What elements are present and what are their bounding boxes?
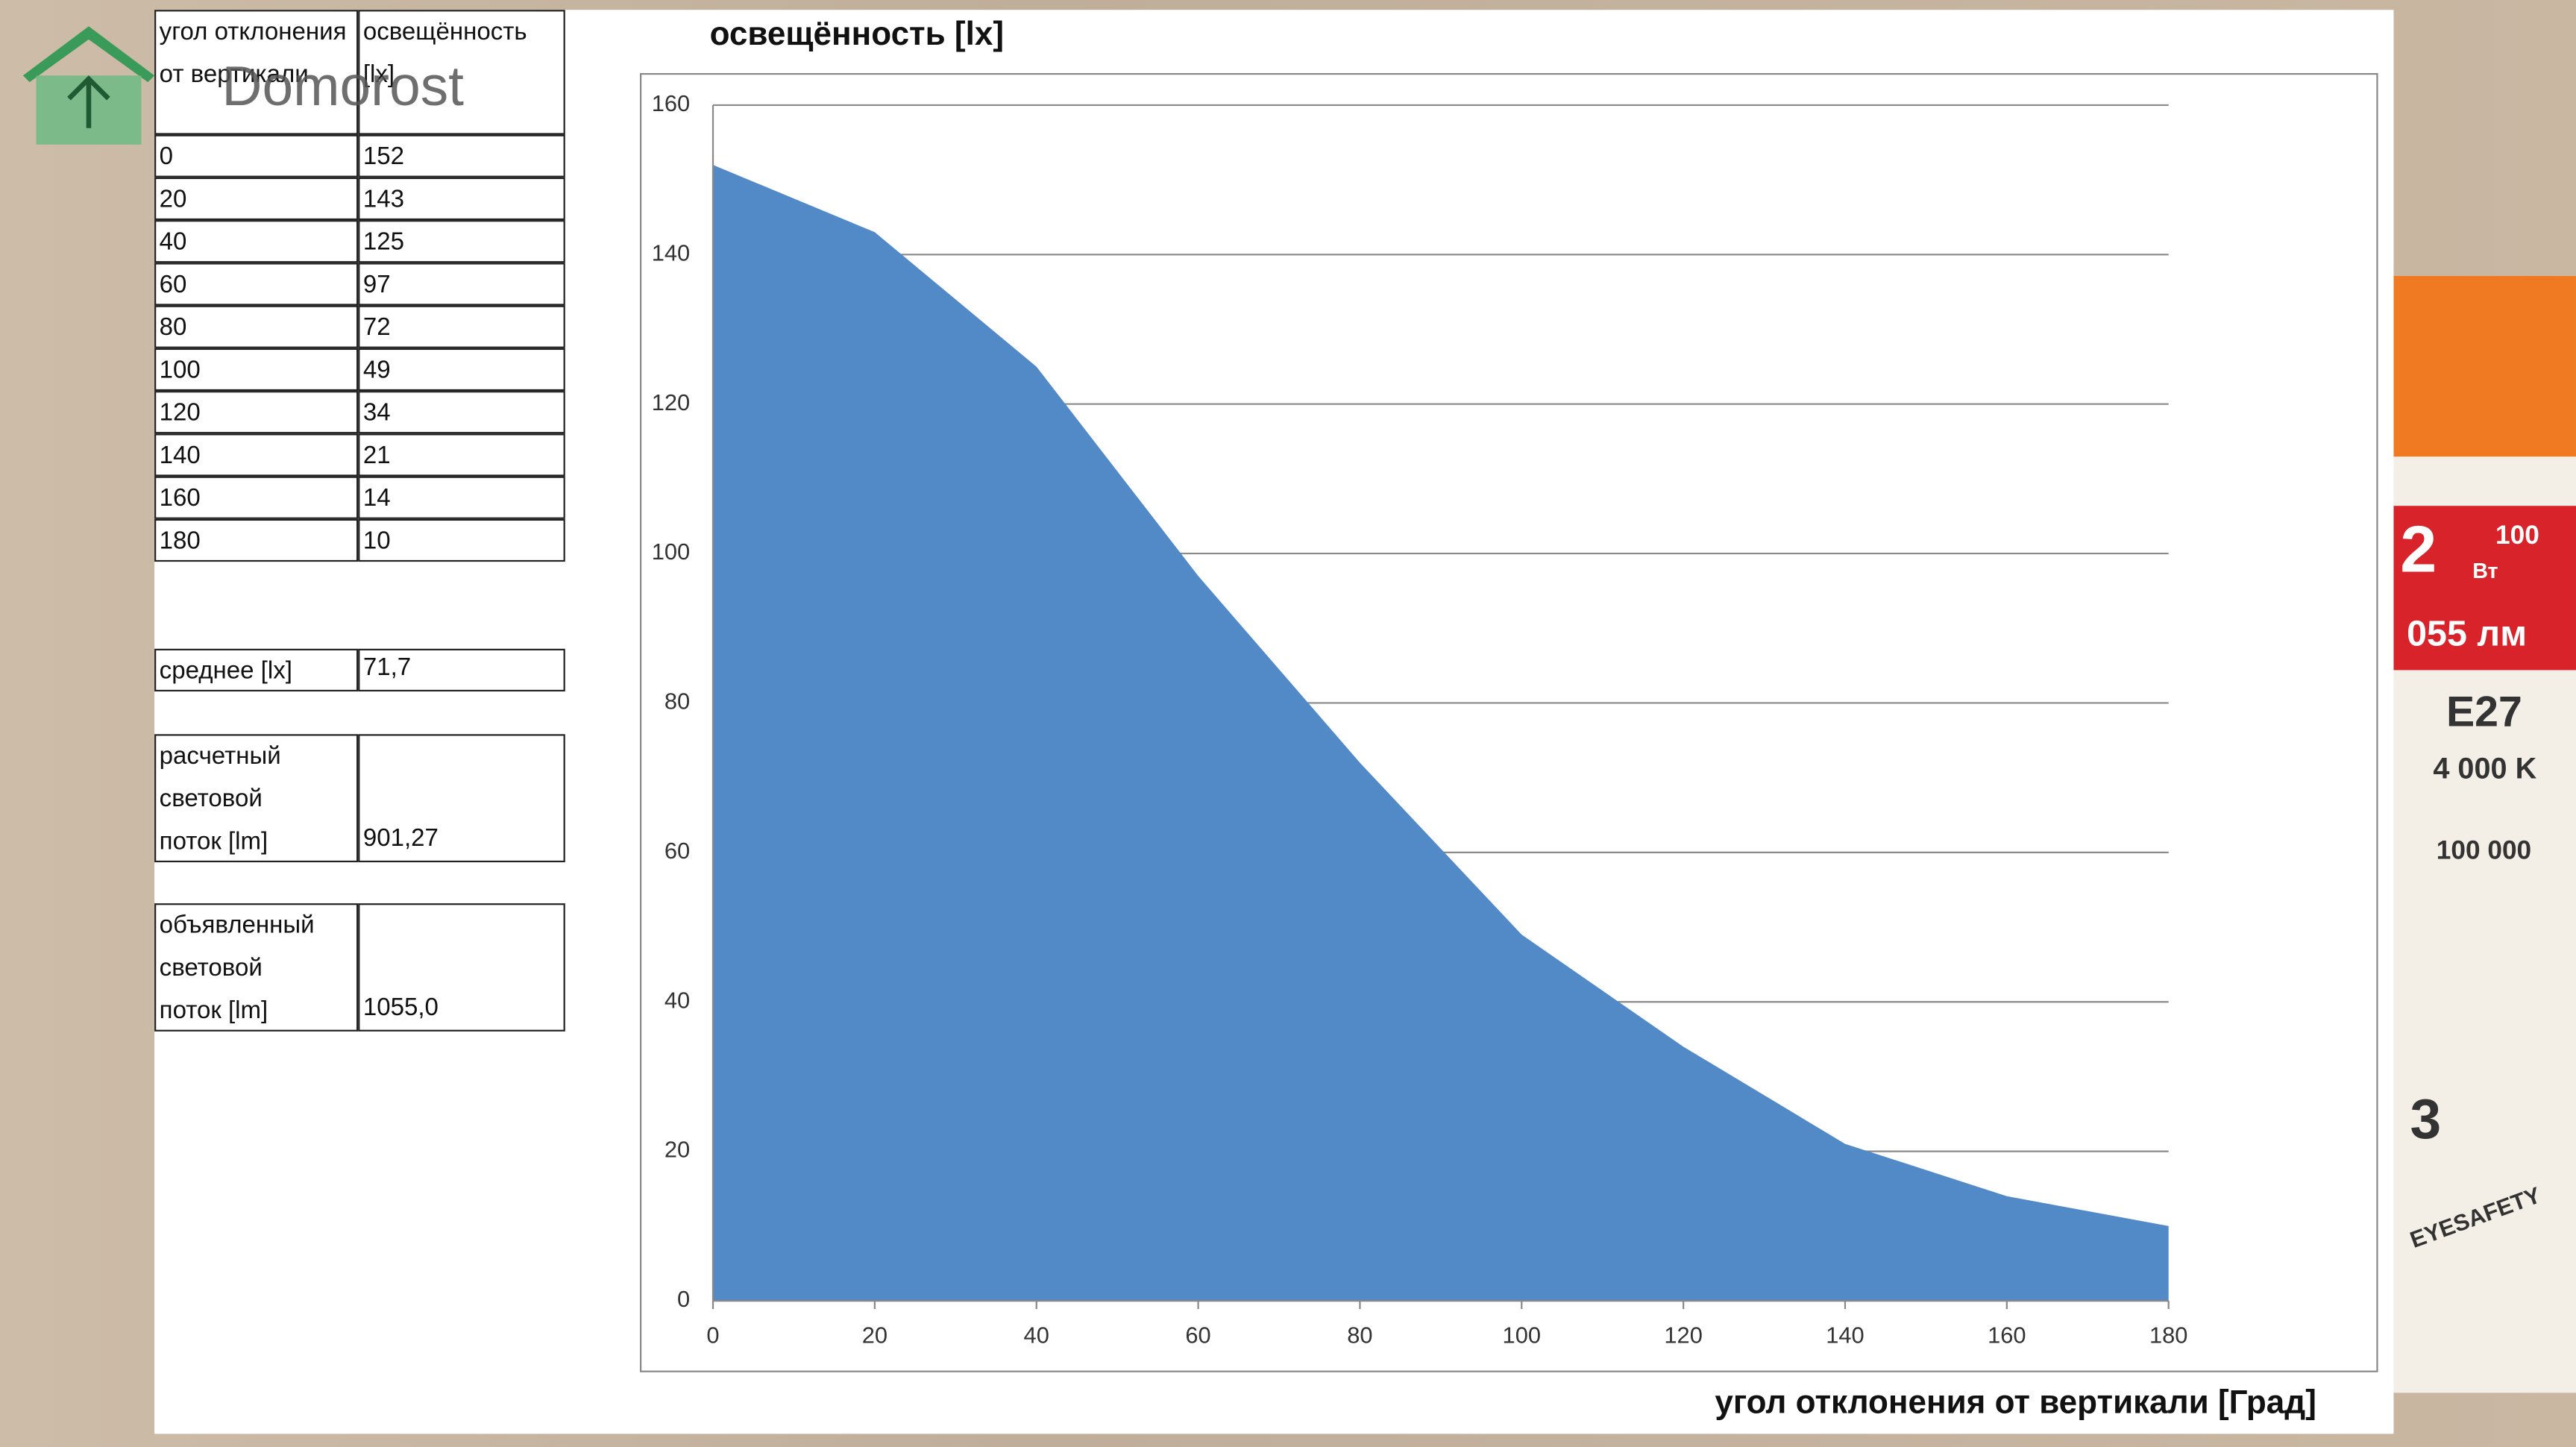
x-tick-label: 80 (1347, 1322, 1372, 1349)
table-cell: 160 (154, 476, 359, 519)
table-cell: 14 (358, 476, 565, 519)
y-tick-label: 40 (665, 987, 690, 1013)
x-tick-label: 160 (1988, 1322, 2026, 1349)
packaging-text: 055 лм (2407, 612, 2528, 654)
y-tick-label: 100 (652, 539, 690, 565)
box-red (2393, 506, 2576, 671)
table-cell: 21 (358, 433, 565, 477)
table-cell: 10 (358, 518, 565, 562)
table-cell: 60 (154, 263, 359, 306)
table-cell: 20 (154, 177, 359, 221)
header-cell: угол отклонения от вертикали (154, 10, 359, 135)
x-tick-label: 0 (706, 1322, 719, 1349)
box-stripe (2393, 275, 2576, 457)
summary-value: 1055,0 (358, 903, 565, 1032)
packaging-text: Вт (2472, 558, 2498, 583)
table-cell: 49 (358, 348, 565, 392)
table-cell: 0 (154, 134, 359, 178)
summary-value: 71,7 (358, 648, 565, 692)
summary-label: среднее [lx] (154, 648, 359, 692)
x-tick-label: 60 (1185, 1322, 1210, 1349)
summary-label: объявленный световой поток [lm] (154, 903, 359, 1032)
table-cell: 34 (358, 391, 565, 434)
chart-title: освещённость [lx] (710, 16, 1004, 52)
x-tick-label: 20 (862, 1322, 888, 1349)
table-cell: 80 (154, 305, 359, 348)
summary-label: расчетный световой поток [lm] (154, 734, 359, 863)
table-cell: 72 (358, 305, 565, 348)
table-cell: 140 (154, 433, 359, 477)
x-tick-label: 120 (1664, 1322, 1702, 1349)
table-cell: 143 (358, 177, 565, 221)
x-tick-label: 40 (1024, 1322, 1049, 1349)
area (713, 165, 2169, 1301)
packaging-text: E27 (2445, 686, 2522, 736)
table-cell: 125 (358, 220, 565, 263)
y-tick-label: 60 (665, 838, 690, 864)
table-cell: 40 (154, 220, 359, 263)
table-cell: 120 (154, 391, 359, 434)
y-tick-label: 0 (677, 1286, 690, 1312)
summary-value: 901,27 (358, 734, 565, 863)
packaging: 2 Вт 100 055 лм E27 4 000 K 100 000 3 EYESAFETY (2393, 275, 2576, 1393)
watermark: Domorost (222, 54, 464, 117)
y-tick-label: 160 (652, 90, 690, 116)
x-tick-label: 140 (1826, 1322, 1864, 1349)
x-axis-label: угол отклонения от вертикали [Град] (1715, 1384, 2316, 1420)
table-cell: 100 (154, 348, 359, 392)
x-tick-label: 100 (1503, 1322, 1541, 1349)
logo (22, 26, 155, 145)
y-tick-label: 120 (652, 389, 690, 415)
packaging-text: 100 (2495, 522, 2539, 550)
packaging-text: 100 000 (2436, 838, 2532, 866)
table-cell: 152 (358, 134, 565, 178)
header-cell: освещённость [lx] (358, 10, 565, 135)
y-tick-label: 80 (665, 688, 690, 715)
packaging-text: 3 (2410, 1088, 2442, 1152)
table-cell: 97 (358, 263, 565, 306)
packaging-text: 2 (2400, 514, 2437, 587)
table-cell: 180 (154, 518, 359, 562)
y-tick-label: 20 (665, 1137, 690, 1163)
packaging-text: 4 000 K (2433, 752, 2537, 785)
x-tick-label: 180 (2149, 1322, 2187, 1349)
y-tick-label: 140 (652, 239, 690, 266)
